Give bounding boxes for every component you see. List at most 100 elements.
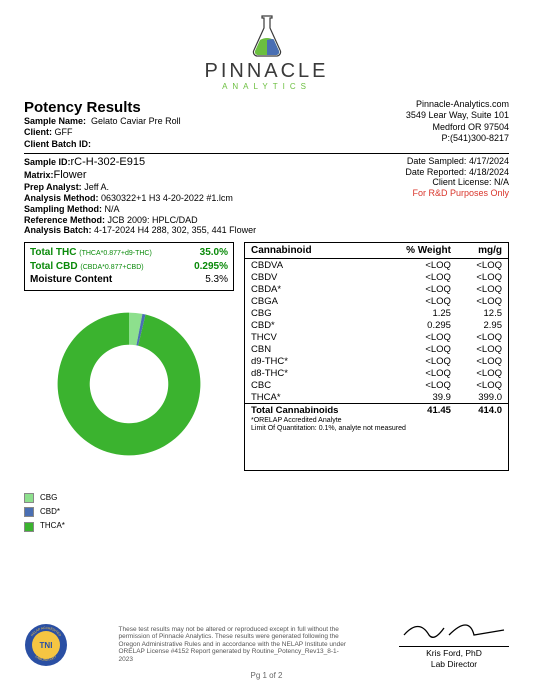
table-row: CBDVA<LOQ<LOQ <box>245 259 508 272</box>
total-row: Total Cannabinoids41.45414.0 <box>245 404 508 417</box>
client-license-label: Client License: <box>432 177 491 187</box>
table-cell: <LOQ <box>457 283 508 295</box>
table-cell: 0.295 <box>380 319 457 331</box>
signature-icon <box>399 620 509 642</box>
sample-name: Gelato Caviar Pre Roll <box>91 116 181 126</box>
client-license: N/A <box>494 177 509 187</box>
company-website: Pinnacle-Analytics.com <box>406 99 509 110</box>
cbd-formula: (CBDA*0.877+CBD) <box>80 264 143 271</box>
donut-svg <box>44 299 214 469</box>
table-row: d9-THC*<LOQ<LOQ <box>245 355 508 367</box>
disclaimer: These test results may not be altered or… <box>119 626 349 663</box>
table-cell: <LOQ <box>380 271 457 283</box>
signature-block: Kris Ford, PhD Lab Director <box>399 620 509 669</box>
legend-label: THCA* <box>40 519 65 533</box>
cannabinoid-table: Cannabinoid % Weight mg/g CBDVA<LOQ<LOQC… <box>244 242 509 471</box>
table-cell: <LOQ <box>457 343 508 355</box>
client-batch-label: Client Batch ID: <box>24 139 91 149</box>
company-addr2: Medford OR 97504 <box>406 122 509 133</box>
table-cell: CBC <box>245 379 380 391</box>
th-mgg: mg/g <box>457 243 508 259</box>
table-cell: <LOQ <box>380 343 457 355</box>
th-weight: % Weight <box>380 243 457 259</box>
table-cell: 12.5 <box>457 307 508 319</box>
header-row: Potency Results Sample Name: Gelato Cavi… <box>24 99 509 150</box>
legend-swatch <box>24 493 34 503</box>
table-cell: <LOQ <box>380 283 457 295</box>
signer-title: Lab Director <box>399 659 509 669</box>
table-cell: <LOQ <box>457 355 508 367</box>
seal-mid: TNI <box>40 641 53 650</box>
table-cell: <LOQ <box>380 331 457 343</box>
brand-name: PINNACLE <box>24 60 509 83</box>
analysis-method-value: 0630322+1 H3 4-20-2022 #1.lcm <box>101 193 233 203</box>
donut-chart <box>24 299 234 471</box>
table-cell: CBGA <box>245 295 380 307</box>
table-cell: <LOQ <box>380 379 457 391</box>
sample-name-label: Sample Name: <box>24 116 86 126</box>
date-reported: 4/18/2024 <box>469 167 509 177</box>
thc-formula: (THCA*0.877+d9-THC) <box>79 250 152 257</box>
table-cell: 399.0 <box>457 391 508 404</box>
signer-name: Kris Ford, PhD <box>399 648 509 658</box>
table-cell: 414.0 <box>457 404 508 417</box>
company-contact: Pinnacle-Analytics.com 3549 Lear Way, Su… <box>406 99 509 144</box>
sample-id-label: Sample ID: <box>24 157 71 167</box>
reference-value: JCB 2009: HPLC/DAD <box>108 215 198 225</box>
moisture-label: Moisture Content <box>30 273 112 287</box>
sample-id: rC-H-302-E915 <box>71 156 146 168</box>
analysis-method-label: Analysis Method: <box>24 193 99 203</box>
date-reported-label: Date Reported: <box>405 167 466 177</box>
table-row: THCA*39.9399.0 <box>245 391 508 404</box>
table-cell: d9-THC* <box>245 355 380 367</box>
table-cell: THCV <box>245 331 380 343</box>
brand-sub: ANALYTICS <box>24 82 509 91</box>
mid-section: Total THC (THCA*0.877+d9-THC) 35.0% Tota… <box>24 242 509 471</box>
table-cell: 39.9 <box>380 391 457 404</box>
table-cell: CBDV <box>245 271 380 283</box>
matrix-label: Matrix: <box>24 170 54 180</box>
table-cell: <LOQ <box>457 271 508 283</box>
company-phone: P:(541)300-8217 <box>406 133 509 144</box>
table-cell: CBD* <box>245 319 380 331</box>
page-number: Pg 1 of 2 <box>24 671 509 680</box>
moisture-val: 5.3% <box>205 273 228 287</box>
client-label: Client: <box>24 127 52 137</box>
cbd-val: 0.295% <box>194 260 228 274</box>
table-cell: CBDA* <box>245 283 380 295</box>
legend-item: CBG <box>24 491 509 505</box>
table-cell: 1.25 <box>380 307 457 319</box>
table-cell: <LOQ <box>457 367 508 379</box>
table-cell: <LOQ <box>457 379 508 391</box>
date-sampled: 4/17/2024 <box>469 156 509 166</box>
client-value: GFF <box>55 127 73 137</box>
legend-label: CBG <box>40 491 57 505</box>
table-row: CBDV<LOQ<LOQ <box>245 271 508 283</box>
table-cell: d8-THC* <box>245 367 380 379</box>
table-row: CBG1.2512.5 <box>245 307 508 319</box>
rd-note: For R&D Purposes Only <box>405 188 509 199</box>
table-cell: <LOQ <box>457 331 508 343</box>
table-cell: CBN <box>245 343 380 355</box>
report-title: Potency Results <box>24 99 406 116</box>
table-cell: CBDVA <box>245 259 380 272</box>
logo <box>24 14 509 60</box>
donut-slice <box>58 312 201 455</box>
cbd-label: Total CBD <box>30 261 78 272</box>
table-body: CBDVA<LOQ<LOQCBDV<LOQ<LOQCBDA*<LOQ<LOQCB… <box>245 259 508 417</box>
sampling-label: Sampling Method: <box>24 204 102 214</box>
table-cell: 2.95 <box>457 319 508 331</box>
date-sampled-label: Date Sampled: <box>407 156 467 166</box>
footer: TNI NELAP ACCREDITED LABORATORY These te… <box>24 620 509 680</box>
table-row: THCV<LOQ<LOQ <box>245 331 508 343</box>
table-row: CBDA*<LOQ<LOQ <box>245 283 508 295</box>
table-row: CBN<LOQ<LOQ <box>245 343 508 355</box>
table-cell: <LOQ <box>457 259 508 272</box>
batch-value: 4-17-2024 H4 288, 302, 355, 441 Flower <box>94 225 256 235</box>
legend-label: CBD* <box>40 505 60 519</box>
table-cell: <LOQ <box>380 259 457 272</box>
matrix-value: Flower <box>54 169 87 181</box>
company-addr1: 3549 Lear Way, Suite 101 <box>406 110 509 121</box>
thc-label: Total THC <box>30 247 76 258</box>
summary-box: Total THC (THCA*0.877+d9-THC) 35.0% Tota… <box>24 242 234 291</box>
